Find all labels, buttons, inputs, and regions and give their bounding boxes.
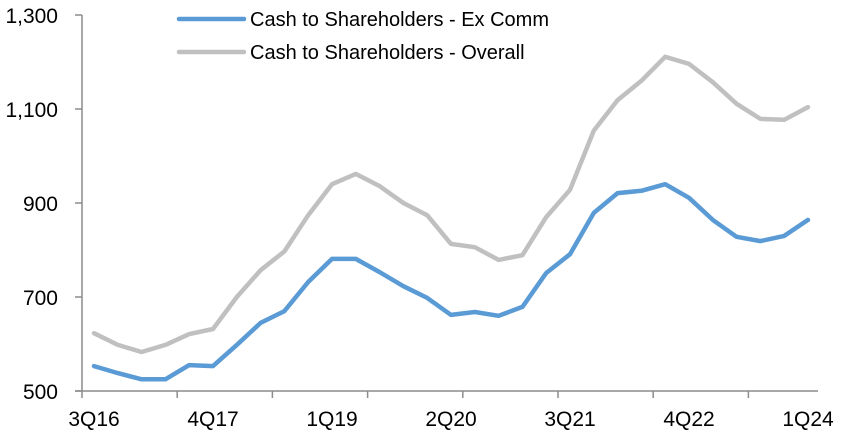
series-line	[91, 181, 811, 382]
x-tick-label: 1Q19	[306, 408, 357, 431]
legend: Cash to Shareholders - Ex Comm Cash to Sh…	[176, 9, 549, 64]
x-tick-label: 2Q20	[425, 408, 476, 431]
series-overall	[91, 54, 811, 355]
x-tick-label: 4Q17	[187, 408, 238, 431]
legend-item: Cash to Shareholders - Ex Comm	[176, 9, 549, 31]
x-tick-label: 3Q16	[68, 408, 119, 431]
y-tick-label: 500	[23, 381, 58, 404]
y-axis: 500 700 900 1,100 1,300	[5, 5, 83, 404]
x-tick-label: 3Q21	[544, 408, 595, 431]
legend-item: Cash to Shareholders - Overall	[176, 42, 525, 64]
y-tick-label: 700	[23, 287, 58, 310]
legend-label: Cash to Shareholders - Overall	[250, 42, 525, 64]
series-ex-comm	[91, 181, 811, 382]
y-tick-label: 1,300	[5, 5, 58, 28]
y-tick-label: 1,100	[5, 99, 58, 122]
series-group	[91, 54, 811, 382]
y-tick-label: 900	[23, 193, 58, 216]
x-tick-label: 1Q24	[782, 408, 834, 431]
x-tick-label: 4Q22	[663, 408, 714, 431]
series-line	[91, 54, 811, 355]
legend-label: Cash to Shareholders - Ex Comm	[250, 9, 549, 31]
x-axis: 3Q16 4Q17 1Q19 2Q20 3Q21 4Q22 1Q24	[68, 390, 834, 431]
